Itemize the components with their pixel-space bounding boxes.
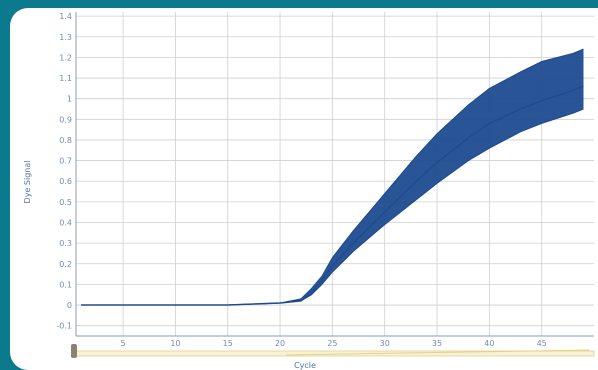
- x-tick-label: 40: [484, 339, 494, 348]
- x-tick-label: 25: [327, 339, 337, 348]
- amplification-curve-band: [81, 49, 584, 305]
- y-tick-label: 1: [67, 95, 72, 104]
- y-tick-label: 1.1: [59, 74, 72, 83]
- cycle-range-slider-track[interactable]: [75, 350, 595, 357]
- x-axis-label: Cycle: [294, 361, 316, 370]
- y-tick-label: 0.1: [59, 280, 72, 289]
- y-tick-label: 0.8: [59, 136, 72, 145]
- amplification-curve-3: [81, 108, 584, 306]
- x-tick-label: 45: [537, 339, 547, 348]
- y-tick-label: 0.2: [59, 260, 72, 269]
- y-tick-label: 0.7: [59, 157, 72, 166]
- y-tick-label: 1.2: [59, 53, 72, 62]
- y-tick-label: 0.9: [59, 115, 72, 124]
- chart-panel: [10, 8, 598, 370]
- x-tick-label: 20: [275, 339, 285, 348]
- cycle-range-slider-handle[interactable]: [71, 344, 77, 358]
- x-tick-label: 15: [223, 339, 233, 348]
- y-tick-label: 0: [67, 301, 72, 310]
- x-tick-label: 35: [432, 339, 442, 348]
- x-tick-label: 10: [170, 339, 180, 348]
- y-tick-label: 0.6: [59, 177, 72, 186]
- y-tick-label: 0.3: [59, 239, 72, 248]
- y-tick-label: 1.3: [59, 33, 72, 42]
- x-tick-label: 30: [380, 339, 390, 348]
- y-tick-label: 1.4: [59, 12, 72, 21]
- y-tick-label: 0.5: [59, 198, 72, 207]
- y-axis-label: Dye Signal: [23, 161, 32, 204]
- y-tick-label: 0.4: [59, 218, 72, 227]
- x-tick-label: 5: [121, 339, 126, 348]
- slider-preview-line: [285, 349, 590, 356]
- y-tick-label: -0.1: [56, 322, 72, 331]
